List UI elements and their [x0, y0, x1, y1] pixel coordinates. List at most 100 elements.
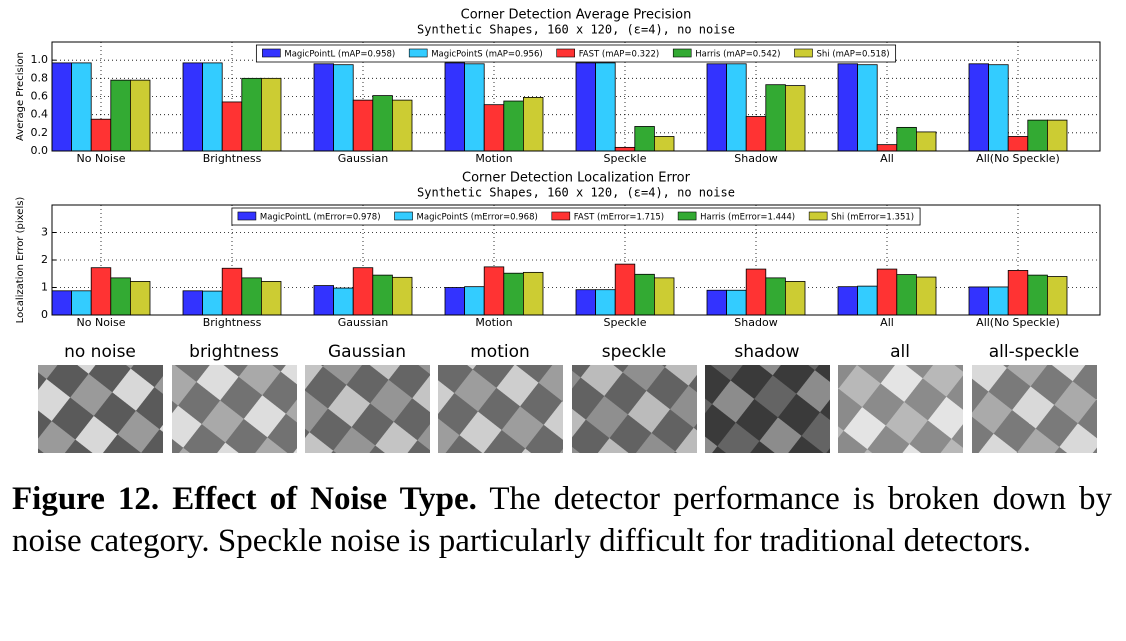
bar [391, 99, 413, 152]
bar [726, 289, 747, 316]
chart-title: Corner Detection Localization Error [462, 171, 691, 186]
bar [634, 273, 655, 316]
legend-label: MagicPointS (mAP=0.956) [431, 50, 542, 60]
bar [444, 62, 466, 152]
legend-label: MagicPointS (mError=0.968) [417, 213, 538, 223]
bar [51, 62, 73, 152]
bar [391, 276, 413, 316]
bar [614, 263, 636, 316]
thumbnail-label: no noise [64, 342, 136, 362]
x-tick-label: Speckle [604, 316, 647, 329]
thumbnail [172, 365, 297, 453]
x-tick-label: Brightness [203, 152, 262, 165]
bar [654, 136, 675, 152]
x-tick-label: Shadow [734, 152, 777, 165]
thumbnail-noise [972, 365, 1097, 453]
bar [765, 277, 786, 316]
bar [575, 289, 597, 316]
x-tick-label: All(No Speckle) [976, 152, 1060, 165]
bar [313, 63, 335, 152]
bar [1027, 274, 1048, 316]
legend-label: FAST (mError=1.715) [574, 213, 664, 223]
thumbnail-label: shadow [734, 342, 799, 362]
bar [595, 289, 616, 316]
y-tick-label: 1 [41, 281, 48, 294]
bar [706, 289, 728, 316]
caption-text: The detector performance is broken down … [12, 481, 1113, 559]
legend-swatch [408, 48, 428, 58]
bar [785, 281, 806, 316]
legend-swatch [237, 211, 257, 221]
legend-swatch [808, 211, 828, 221]
thumbnail [838, 365, 963, 453]
bar [129, 79, 151, 152]
thumbnail-noise [172, 365, 297, 453]
legend: MagicPointL (mError=0.978) MagicPointS (m… [231, 207, 921, 226]
bar [90, 118, 112, 152]
chart-subtitle: Synthetic Shapes, 160 x 120, (ε=4), no n… [417, 186, 735, 200]
bar [595, 62, 616, 152]
thumbnail-label: all-speckle [989, 342, 1079, 362]
bar [837, 286, 859, 316]
bar [90, 267, 112, 316]
bar [857, 64, 878, 152]
legend-label: MagicPointL (mError=0.978) [260, 213, 381, 223]
bar [260, 77, 282, 152]
bar [523, 271, 544, 316]
legend-swatch [262, 48, 281, 58]
thumbnail-noise [572, 365, 697, 453]
bar [260, 281, 282, 316]
bar [444, 287, 466, 316]
legend-swatch [672, 48, 692, 58]
bar [1007, 270, 1029, 316]
bar [483, 104, 505, 152]
x-tick-label: Shadow [734, 316, 777, 329]
thumbnail [438, 365, 563, 453]
bar [896, 126, 917, 152]
legend-swatch [677, 211, 697, 221]
bar [575, 62, 597, 152]
thumbnail-label: speckle [602, 342, 666, 362]
x-tick-label: Gaussian [338, 152, 388, 165]
bar [202, 290, 223, 316]
x-tick-label: Motion [475, 316, 512, 329]
y-tick-label: 0.4 [31, 108, 49, 121]
bar [352, 267, 374, 316]
bar [745, 116, 767, 152]
thumbnail [705, 365, 830, 453]
x-tick-label: Speckle [604, 152, 647, 165]
thumbnail-noise [438, 365, 563, 453]
bar [182, 290, 204, 316]
bar [333, 64, 354, 152]
bar [372, 95, 393, 152]
thumbnail-label: Gaussian [328, 342, 406, 362]
y-tick-label: 0.0 [31, 144, 49, 157]
bar [51, 290, 73, 316]
bar [988, 64, 1009, 152]
caption-title: Effect of Noise Type. [172, 481, 477, 517]
bar [110, 79, 131, 152]
bar [1027, 119, 1048, 152]
thumbnail-label: motion [470, 342, 530, 362]
y-tick-label: 2 [41, 253, 48, 266]
bar [1007, 136, 1029, 152]
y-tick-label: 0.2 [31, 126, 49, 139]
caption: Figure 12. Effect of Noise Type. The det… [12, 478, 1112, 562]
bar [241, 77, 262, 152]
y-axis-label: Localization Error (pixels) [15, 197, 26, 324]
bar [745, 268, 767, 316]
thumbnail [972, 365, 1097, 453]
bar [464, 286, 485, 316]
bar [614, 146, 636, 152]
bar [503, 272, 524, 316]
bar [71, 62, 92, 152]
y-axis-label: Average Precision [15, 52, 26, 141]
bar [503, 100, 524, 152]
bar [523, 97, 544, 152]
thumbnail-noise [305, 365, 430, 453]
legend-label: Harris (mError=1.444) [700, 213, 795, 223]
bar [129, 281, 151, 316]
bar [71, 290, 92, 316]
x-tick-label: All [880, 316, 894, 329]
x-tick-label: Brightness [203, 316, 262, 329]
